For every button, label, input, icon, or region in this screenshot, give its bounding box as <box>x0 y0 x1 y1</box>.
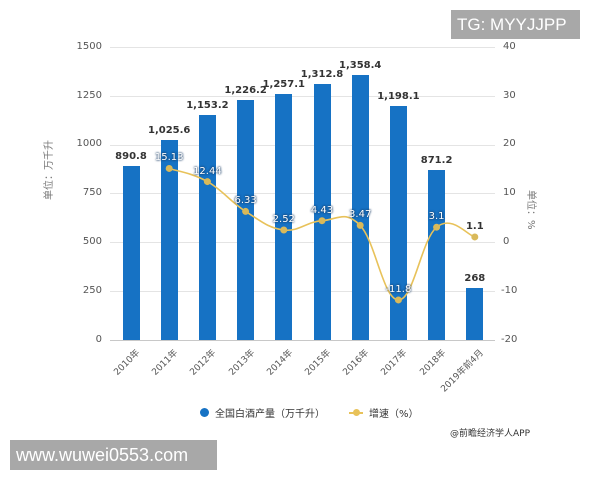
x-axis-line <box>110 340 495 341</box>
gridline <box>110 242 495 243</box>
gridline <box>110 193 495 194</box>
growth-point[interactable] <box>356 221 364 229</box>
blue-dot-icon <box>200 408 209 417</box>
growth-value-label: 6.33 <box>234 195 257 207</box>
right-tick: 0 <box>503 236 510 247</box>
growth-value-label: 4.43 <box>310 204 334 216</box>
legend-label: 全国白酒产量（万千升） <box>215 409 325 420</box>
bar[interactable] <box>428 169 446 340</box>
bar[interactable] <box>389 105 407 340</box>
bar[interactable] <box>160 139 178 340</box>
watermark-top-right: TG: MYYJJPP <box>451 10 580 39</box>
growth-value-label: -11.8 <box>385 283 412 295</box>
bar-value-label: 268 <box>464 272 486 284</box>
bar[interactable] <box>237 100 255 340</box>
source-credit: @前瞻经济学人APP <box>450 429 531 439</box>
bar-value-label: 1,153.2 <box>186 99 229 111</box>
bar-value-label: 1,257.1 <box>262 79 305 91</box>
bar-value-label: 1,198.1 <box>377 90 420 102</box>
growth-point[interactable] <box>203 178 211 186</box>
legend-item-production[interactable]: 全国白酒产量（万千升） <box>200 405 325 420</box>
growth-value-label: 1.1 <box>465 220 484 232</box>
left-tick: 750 <box>82 187 102 198</box>
bar-value-label: 1,312.8 <box>300 68 344 80</box>
growth-value-label: 3.47 <box>349 209 372 221</box>
growth-value-label: 2.52 <box>272 214 295 226</box>
right-tick: 40 <box>503 41 516 52</box>
growth-value-label: 15.13 <box>154 152 184 164</box>
legend-label: 增速（%） <box>369 409 419 420</box>
growth-value-label: 12.44 <box>193 165 222 177</box>
bar-value-label: 1,358.4 <box>338 59 382 71</box>
gridline <box>110 47 495 48</box>
watermark-bottom-left: www.wuwei0553.com <box>10 440 217 470</box>
right-tick: 30 <box>503 90 516 101</box>
bar-value-label: 871.2 <box>420 154 453 166</box>
bar[interactable] <box>122 165 140 340</box>
line-dot-icon <box>349 408 363 417</box>
left-tick: 500 <box>82 236 102 247</box>
bar[interactable] <box>198 114 216 340</box>
growth-point[interactable] <box>394 296 402 304</box>
legend-item-growth[interactable]: 增速（%） <box>349 405 419 420</box>
gridline <box>110 291 495 292</box>
growth-point[interactable] <box>242 207 250 215</box>
growth-point[interactable] <box>318 217 326 225</box>
bar-value-label: 890.8 <box>115 150 147 162</box>
right-tick: -20 <box>501 334 518 345</box>
right-tick: 20 <box>503 138 516 149</box>
bar[interactable] <box>313 83 331 340</box>
right-tick: -10 <box>501 285 518 296</box>
bar-value-label: 1,226.2 <box>224 85 267 97</box>
growth-point[interactable] <box>471 233 479 241</box>
growth-point[interactable] <box>433 223 441 231</box>
bar-value-label: 1,025.6 <box>147 124 191 136</box>
left-tick: 250 <box>82 285 102 296</box>
right-tick: 10 <box>503 187 516 198</box>
bar[interactable] <box>466 287 484 340</box>
left-tick: 1000 <box>76 138 102 149</box>
growth-point[interactable] <box>280 226 288 234</box>
left-tick: 0 <box>95 334 102 345</box>
growth-point[interactable] <box>165 164 173 172</box>
left-tick: 1500 <box>76 41 102 52</box>
growth-value-label: 3.1 <box>428 211 445 223</box>
legend: 全国白酒产量（万千升） 增速（%） <box>200 405 419 420</box>
bar[interactable] <box>351 74 369 340</box>
left-tick: 1250 <box>76 90 102 101</box>
gridline <box>110 145 495 146</box>
gridline <box>110 96 495 97</box>
bar[interactable] <box>275 94 293 340</box>
